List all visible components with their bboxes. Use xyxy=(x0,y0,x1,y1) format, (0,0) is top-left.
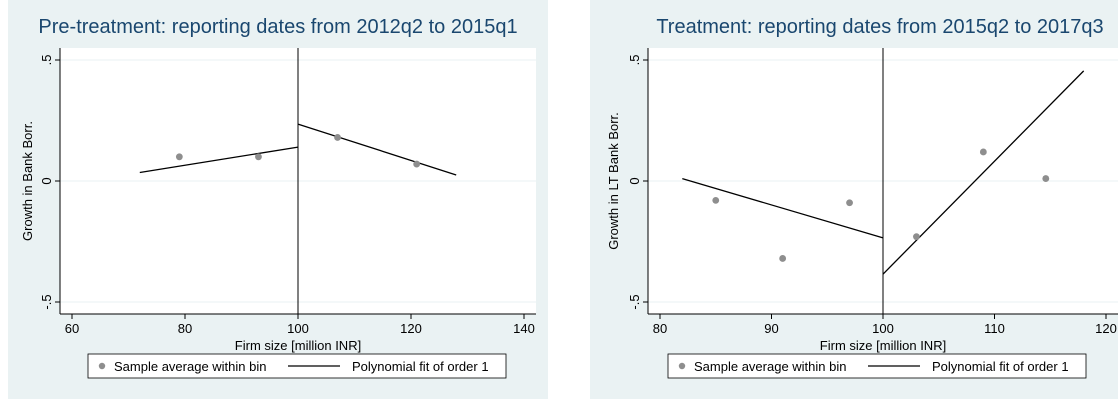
x-tick-label: 100 xyxy=(287,321,309,336)
bin-average-point xyxy=(175,153,183,161)
x-tick-label: 80 xyxy=(178,321,192,336)
chart-panel-treatment: Treatment: reporting dates from 2015q2 t… xyxy=(590,0,1118,399)
bin-average-point xyxy=(846,199,853,207)
chart-svg-pre-treatment: Pre-treatment: reporting dates from 2012… xyxy=(20,16,536,379)
x-tick-label: 90 xyxy=(764,321,778,336)
bin-average-point xyxy=(255,153,262,161)
y-tick-label: .5 xyxy=(39,55,54,66)
bin-average-point xyxy=(979,148,987,156)
legend-label: Sample average within bin xyxy=(114,359,266,374)
bin-average-point xyxy=(334,134,341,141)
x-axis-label: Firm size [million INR] xyxy=(235,338,361,353)
legend-label: Sample average within bin xyxy=(694,359,846,374)
x-tick-label: 80 xyxy=(653,321,667,336)
bin-average-point xyxy=(712,196,720,204)
y-tick-label: -.5 xyxy=(627,294,642,309)
x-tick-label: 100 xyxy=(872,321,894,336)
y-axis-label: Growth in Bank Borr. xyxy=(20,121,35,241)
x-tick-label: 140 xyxy=(513,321,535,336)
y-tick-label: .5 xyxy=(627,55,642,66)
bin-average-point xyxy=(779,255,787,262)
bin-average-point xyxy=(1042,175,1050,182)
fit-line-segment xyxy=(682,177,884,239)
x-tick-label: 110 xyxy=(984,321,1005,336)
fit-line-segment xyxy=(297,123,457,176)
chart-title: Treatment: reporting dates from 2015q2 t… xyxy=(656,16,1103,38)
x-tick-label: 120 xyxy=(1095,321,1117,336)
x-tick-label: 60 xyxy=(65,321,79,336)
y-axis-label: Growth in LT Bank Borr. xyxy=(606,112,621,250)
x-axis-label: Firm size [million INR] xyxy=(820,338,946,353)
chart-panel-pre-treatment: Pre-treatment: reporting dates from 2012… xyxy=(8,0,548,399)
chart-svg-treatment: Treatment: reporting dates from 2015q2 t… xyxy=(606,16,1118,379)
chart-title: Pre-treatment: reporting dates from 2012… xyxy=(38,16,517,38)
y-tick-label: -.5 xyxy=(39,294,54,309)
x-tick-label: 120 xyxy=(400,321,422,336)
y-tick-label: 0 xyxy=(627,177,642,184)
legend-label: Polynomial fit of order 1 xyxy=(932,359,1069,374)
legend-label: Polynomial fit of order 1 xyxy=(352,359,489,374)
bin-average-point xyxy=(413,160,421,168)
legend-marker-point xyxy=(98,362,106,370)
fit-line-segment xyxy=(139,146,299,174)
fit-line-segment xyxy=(882,70,1085,275)
legend-marker-point xyxy=(678,362,686,370)
y-tick-label: 0 xyxy=(39,177,54,184)
bin-average-point xyxy=(913,233,920,241)
